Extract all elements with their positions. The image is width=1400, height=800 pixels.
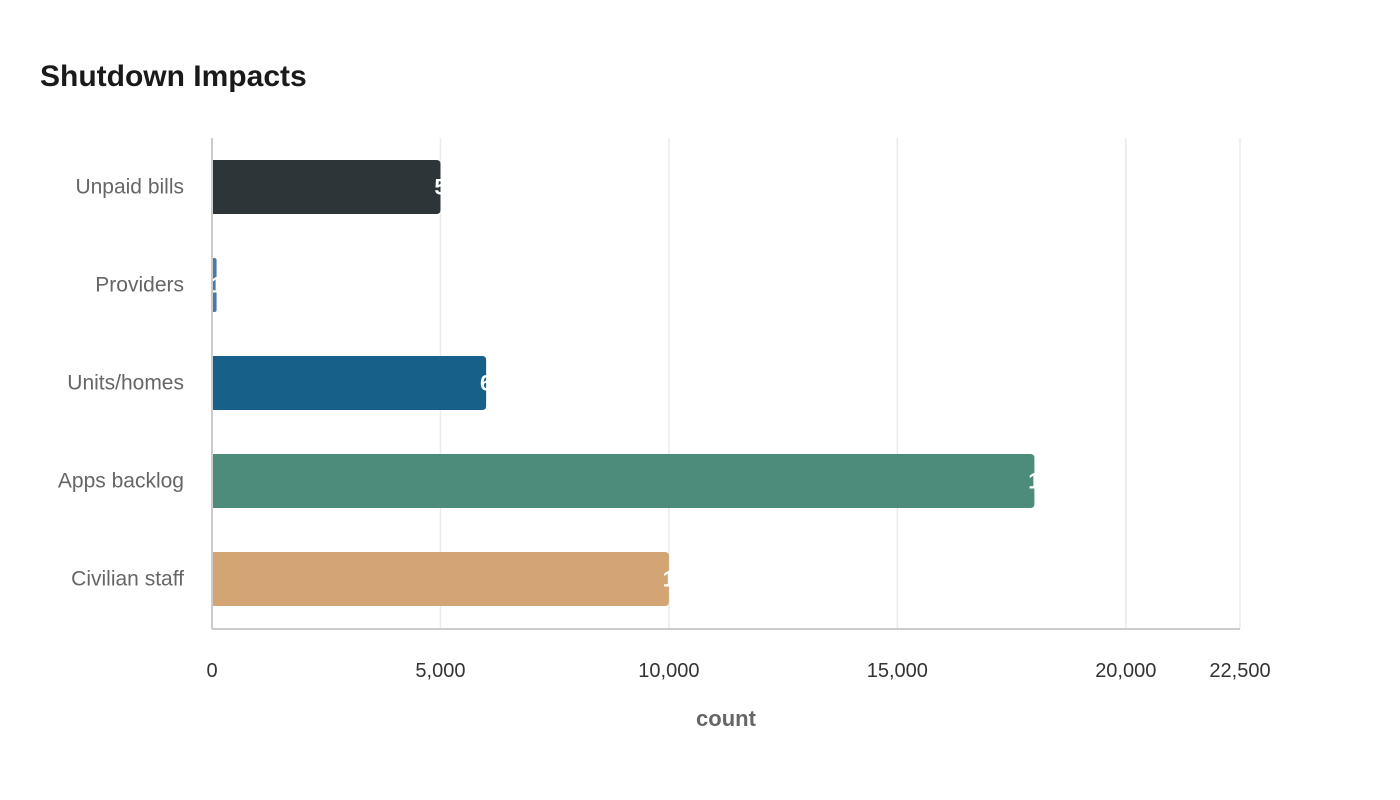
x-axis-label: count	[696, 706, 757, 731]
bar	[212, 454, 1035, 508]
data-label: 1	[663, 567, 675, 592]
x-tick-label: 20,000	[1095, 660, 1156, 682]
y-category-label: Unpaid bills	[75, 176, 184, 199]
y-category-label: Providers	[95, 274, 184, 297]
data-label: 1	[1028, 469, 1040, 494]
y-category-label: Apps backlog	[58, 470, 184, 493]
x-tick-label: 5,000	[415, 660, 465, 682]
bar	[212, 160, 441, 214]
x-tick-label: 0	[206, 660, 217, 682]
axes: 0 5,000 10,000 15,000 20,000 22,500 Unpaid bil…	[58, 138, 1271, 682]
y-category-label: Units/homes	[67, 372, 184, 395]
x-tick-label: 22,500	[1209, 660, 1270, 682]
bar	[212, 356, 487, 410]
x-tick-label: 10,000	[638, 660, 699, 682]
grid-lines	[439, 138, 1241, 629]
chart-title: Shutdown Impacts	[40, 60, 307, 93]
bar	[212, 552, 669, 606]
bar	[212, 258, 217, 312]
data-label: 6	[480, 371, 492, 396]
y-category-label: Civilian staff	[71, 568, 184, 591]
data-label: 1	[210, 273, 222, 298]
data-label: 5	[434, 175, 446, 200]
x-tick-label: 15,000	[867, 660, 928, 682]
